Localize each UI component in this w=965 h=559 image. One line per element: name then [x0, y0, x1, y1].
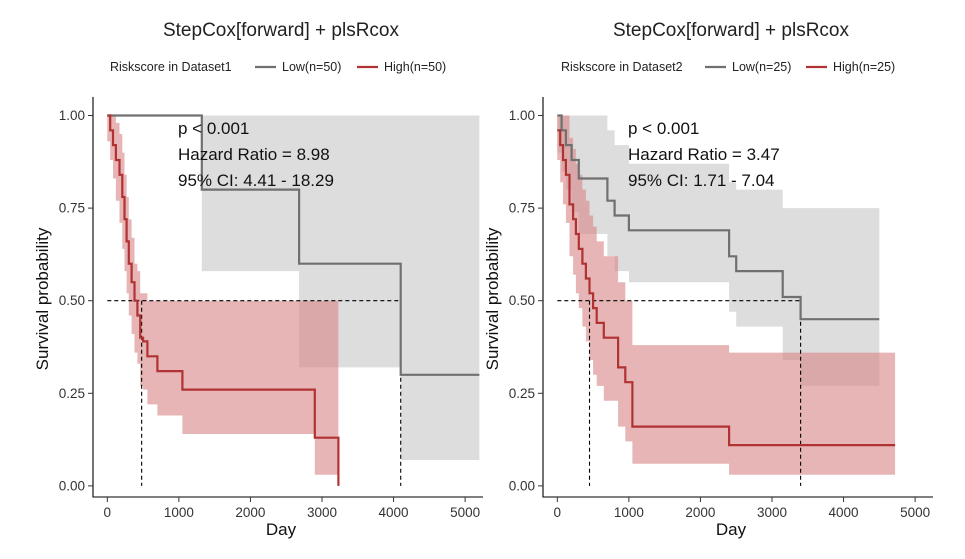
plot-area: 0 1000 2000 3000 4000 5000 0.00 0.25 0.50 0.75 1.0… — [59, 97, 483, 520]
high-risk-ci-band — [557, 115, 896, 475]
legend-label-high: High(n=25) — [833, 60, 895, 74]
x-tick-label: 0 — [104, 505, 112, 520]
y-tick-label: 1.00 — [509, 108, 535, 123]
high-risk-survival-curve — [557, 129, 896, 447]
x-tick-label: 5000 — [450, 505, 480, 520]
legend-label-low: Low(n=25) — [732, 60, 791, 74]
y-axis-label: Survival probability — [33, 227, 52, 370]
y-tick-label: 0.50 — [509, 293, 535, 308]
x-tick-label: 3000 — [307, 505, 337, 520]
x-axis-label: Day — [266, 520, 297, 539]
confidence-interval-annotation: 95% CI: 1.71 - 7.04 — [628, 171, 774, 190]
y-axis-label: Survival probability — [483, 227, 502, 370]
y-tick-label: 0.25 — [59, 386, 85, 401]
x-tick-label: 1000 — [614, 505, 644, 520]
chart-title: StepCox[forward] + plsRcox — [613, 20, 850, 41]
x-tick-label: 3000 — [757, 505, 787, 520]
high-risk-survival-curve — [107, 114, 340, 486]
y-tick-label: 0.25 — [509, 386, 535, 401]
legend-label-low: Low(n=50) — [282, 60, 341, 74]
km-panel-dataset2: StepCox[forward] + plsRcox Riskscore in … — [483, 20, 933, 539]
y-tick-label: 0.00 — [59, 478, 85, 493]
p-value-annotation: p < 0.001 — [628, 119, 699, 138]
confidence-interval-annotation: 95% CI: 4.41 - 18.29 — [178, 171, 334, 190]
hazard-ratio-annotation: Hazard Ratio = 3.47 — [628, 145, 780, 164]
x-axis-label: Day — [716, 520, 747, 539]
x-tick-label: 2000 — [685, 505, 715, 520]
low-risk-survival-curve — [107, 114, 480, 376]
x-tick-label: 0 — [554, 505, 562, 520]
p-value-annotation: p < 0.001 — [178, 119, 249, 138]
y-tick-label: 0.50 — [59, 293, 85, 308]
chart-title: StepCox[forward] + plsRcox — [163, 20, 400, 41]
hazard-ratio-annotation: Hazard Ratio = 8.98 — [178, 145, 330, 164]
y-tick-label: 0.00 — [509, 478, 535, 493]
legend-title: Riskscore in Dataset2 — [561, 60, 683, 74]
low-risk-ci-band — [107, 115, 480, 460]
y-tick-label: 1.00 — [59, 108, 85, 123]
x-tick-label: 4000 — [829, 505, 859, 520]
x-tick-label: 4000 — [379, 505, 409, 520]
x-tick-label: 5000 — [900, 505, 930, 520]
x-tick-label: 1000 — [164, 505, 194, 520]
low-risk-survival-curve — [557, 114, 880, 321]
low-risk-ci-band — [557, 115, 880, 386]
y-tick-label: 0.75 — [509, 201, 535, 216]
legend-title: Riskscore in Dataset1 — [110, 60, 232, 74]
plot-area: 0 1000 2000 3000 4000 5000 0.00 0.25 0.50 0.75 1.0… — [509, 97, 933, 520]
x-tick-label: 2000 — [235, 505, 265, 520]
km-panel-dataset1: StepCox[forward] + plsRcox Riskscore in … — [33, 20, 483, 539]
y-tick-label: 0.75 — [59, 201, 85, 216]
legend-label-high: High(n=50) — [384, 60, 446, 74]
